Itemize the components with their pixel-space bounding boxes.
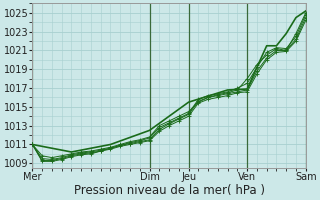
X-axis label: Pression niveau de la mer( hPa ): Pression niveau de la mer( hPa ) — [74, 184, 265, 197]
